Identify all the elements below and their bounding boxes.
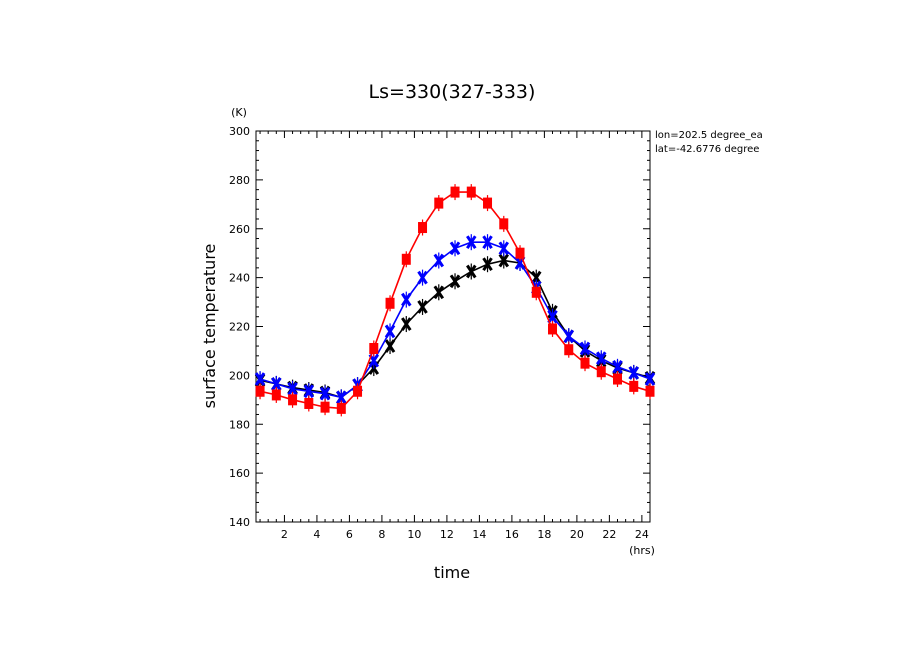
series-2-point [434, 197, 444, 209]
series-2-point [515, 247, 525, 259]
series-2-point [401, 253, 411, 265]
series-2-point [645, 385, 655, 397]
series-0-point [466, 264, 477, 279]
y-tick-label: 180 [229, 418, 250, 431]
series-2-point [418, 222, 428, 234]
series-0-point [433, 285, 445, 300]
series-1-point [271, 377, 282, 391]
annotation-clip [780, 125, 904, 160]
series-1-point [596, 351, 607, 366]
series-1-point [401, 292, 412, 307]
series-0-point [417, 300, 428, 314]
x-tick-label: 16 [505, 528, 519, 541]
series-1-point [466, 235, 477, 250]
series-1-point [303, 384, 315, 399]
y-unit-label: (K) [231, 106, 247, 119]
series-1-point [547, 309, 558, 324]
x-tick-label: 20 [570, 528, 584, 541]
y-tick-label: 220 [229, 321, 250, 334]
y-tick-label: 140 [229, 516, 250, 529]
y-tick-label: 280 [229, 174, 250, 187]
series-0-point [449, 274, 461, 289]
series-1-line [259, 241, 651, 399]
y-tick-label: 260 [229, 223, 250, 236]
series-2-point [531, 286, 541, 298]
series-1-point [254, 372, 266, 386]
x-tick-label: 4 [313, 528, 320, 541]
series-0-point [498, 253, 510, 268]
series-1-point [482, 235, 493, 250]
annotation-lat: lat=-42.6776 degree [655, 144, 759, 155]
series-2-point [564, 344, 574, 356]
x-tick-label: 22 [602, 528, 616, 541]
series-1-point [417, 270, 428, 285]
x-axis-label: time [434, 563, 470, 582]
chart-title: Ls=330(327-333) [369, 81, 536, 103]
series-2-point [320, 401, 330, 413]
series-1-point [336, 390, 347, 405]
series-2-line [259, 191, 651, 410]
series-2-point [596, 366, 606, 378]
x-unit-label: (hrs) [629, 544, 655, 557]
series-0-point [482, 257, 493, 272]
series-2-point [580, 357, 590, 369]
y-tick-label: 160 [229, 467, 250, 480]
series-2-point [499, 218, 509, 230]
y-axis-label: surface temperature [200, 244, 219, 409]
x-tick-label: 18 [537, 528, 551, 541]
series-2-point [288, 394, 298, 406]
series-2-point [548, 323, 558, 335]
x-tick-label: 14 [472, 528, 486, 541]
series-0-point [384, 339, 396, 353]
series-1-point [563, 329, 575, 344]
x-tick-label: 2 [281, 528, 288, 541]
series-2-point [385, 297, 395, 309]
series-1-point [384, 324, 396, 339]
x-tick-label: 24 [635, 528, 649, 541]
series-2-point [466, 186, 476, 198]
x-tick-label: 12 [440, 528, 454, 541]
y-tick-label: 300 [229, 125, 250, 138]
x-tick-label: 6 [346, 528, 353, 541]
series-1-point [287, 381, 298, 396]
series-2-point [353, 385, 363, 397]
x-tick-label: 10 [407, 528, 421, 541]
series-1-point [498, 241, 510, 256]
series-1-point [433, 253, 445, 268]
y-tick-label: 200 [229, 369, 250, 382]
x-tick-label: 8 [378, 528, 385, 541]
series-2-point [613, 373, 623, 385]
series-1-point [579, 341, 591, 356]
series-1-point [449, 241, 461, 256]
series-1-point [612, 359, 623, 374]
series-2-point [369, 342, 379, 354]
series-1-point [644, 372, 656, 386]
series-2-point [450, 186, 460, 198]
series-2-point [255, 385, 265, 397]
series-2-point [271, 389, 281, 401]
series-2-point [483, 197, 493, 209]
series-1-point [628, 366, 640, 380]
annotation-lon: lon=202.5 degree_ea [655, 130, 763, 141]
plot-area: 2 4 6 8 10 12 14 16 18 20 22 2414016018020022024026… [229, 125, 656, 541]
series-2-point [304, 397, 314, 409]
series-1-point [319, 386, 331, 401]
y-tick-label: 240 [229, 272, 250, 285]
series-2-point [629, 380, 639, 392]
series-2-point [336, 402, 346, 414]
series-0-point [401, 317, 412, 331]
